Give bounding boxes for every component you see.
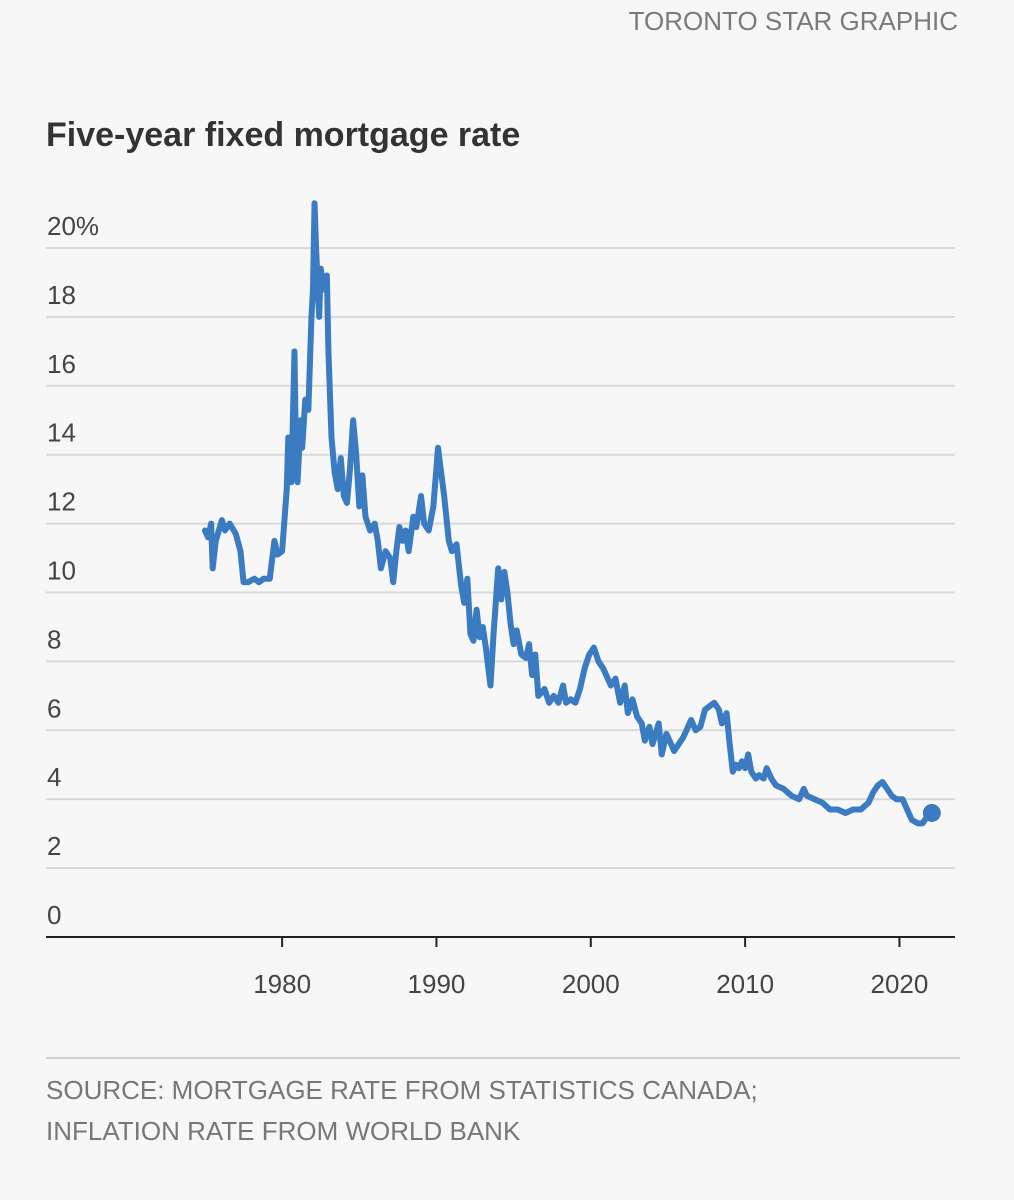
- source-line: INFLATION RATE FROM WORLD BANK: [46, 1116, 521, 1146]
- y-tick-label: 6: [47, 693, 61, 723]
- y-tick-label: 0: [47, 900, 61, 930]
- y-tick-label: 12: [47, 487, 76, 517]
- y-tick-label: 10: [47, 556, 76, 586]
- credit: TORONTO STAR GRAPHIC: [629, 6, 958, 36]
- x-tick-label: 1990: [408, 969, 466, 999]
- source-line: SOURCE: MORTGAGE RATE FROM STATISTICS CA…: [46, 1075, 758, 1105]
- y-tick-label: 16: [47, 349, 76, 379]
- end-marker: [922, 803, 941, 822]
- chart-title: Five-year fixed mortgage rate: [46, 116, 520, 154]
- y-tick-label: 20%: [47, 211, 99, 241]
- x-tick-label: 2000: [562, 969, 620, 999]
- y-tick-label: 2: [47, 831, 61, 861]
- y-tick-label: 14: [47, 418, 76, 448]
- y-tick-label: 8: [47, 624, 61, 654]
- y-tick-label: 18: [47, 280, 76, 310]
- x-tick-label: 1980: [253, 969, 311, 999]
- y-tick-label: 4: [47, 762, 61, 792]
- x-tick-label: 2010: [716, 969, 774, 999]
- line-series: [201, 200, 935, 827]
- x-tick-label: 2020: [871, 969, 929, 999]
